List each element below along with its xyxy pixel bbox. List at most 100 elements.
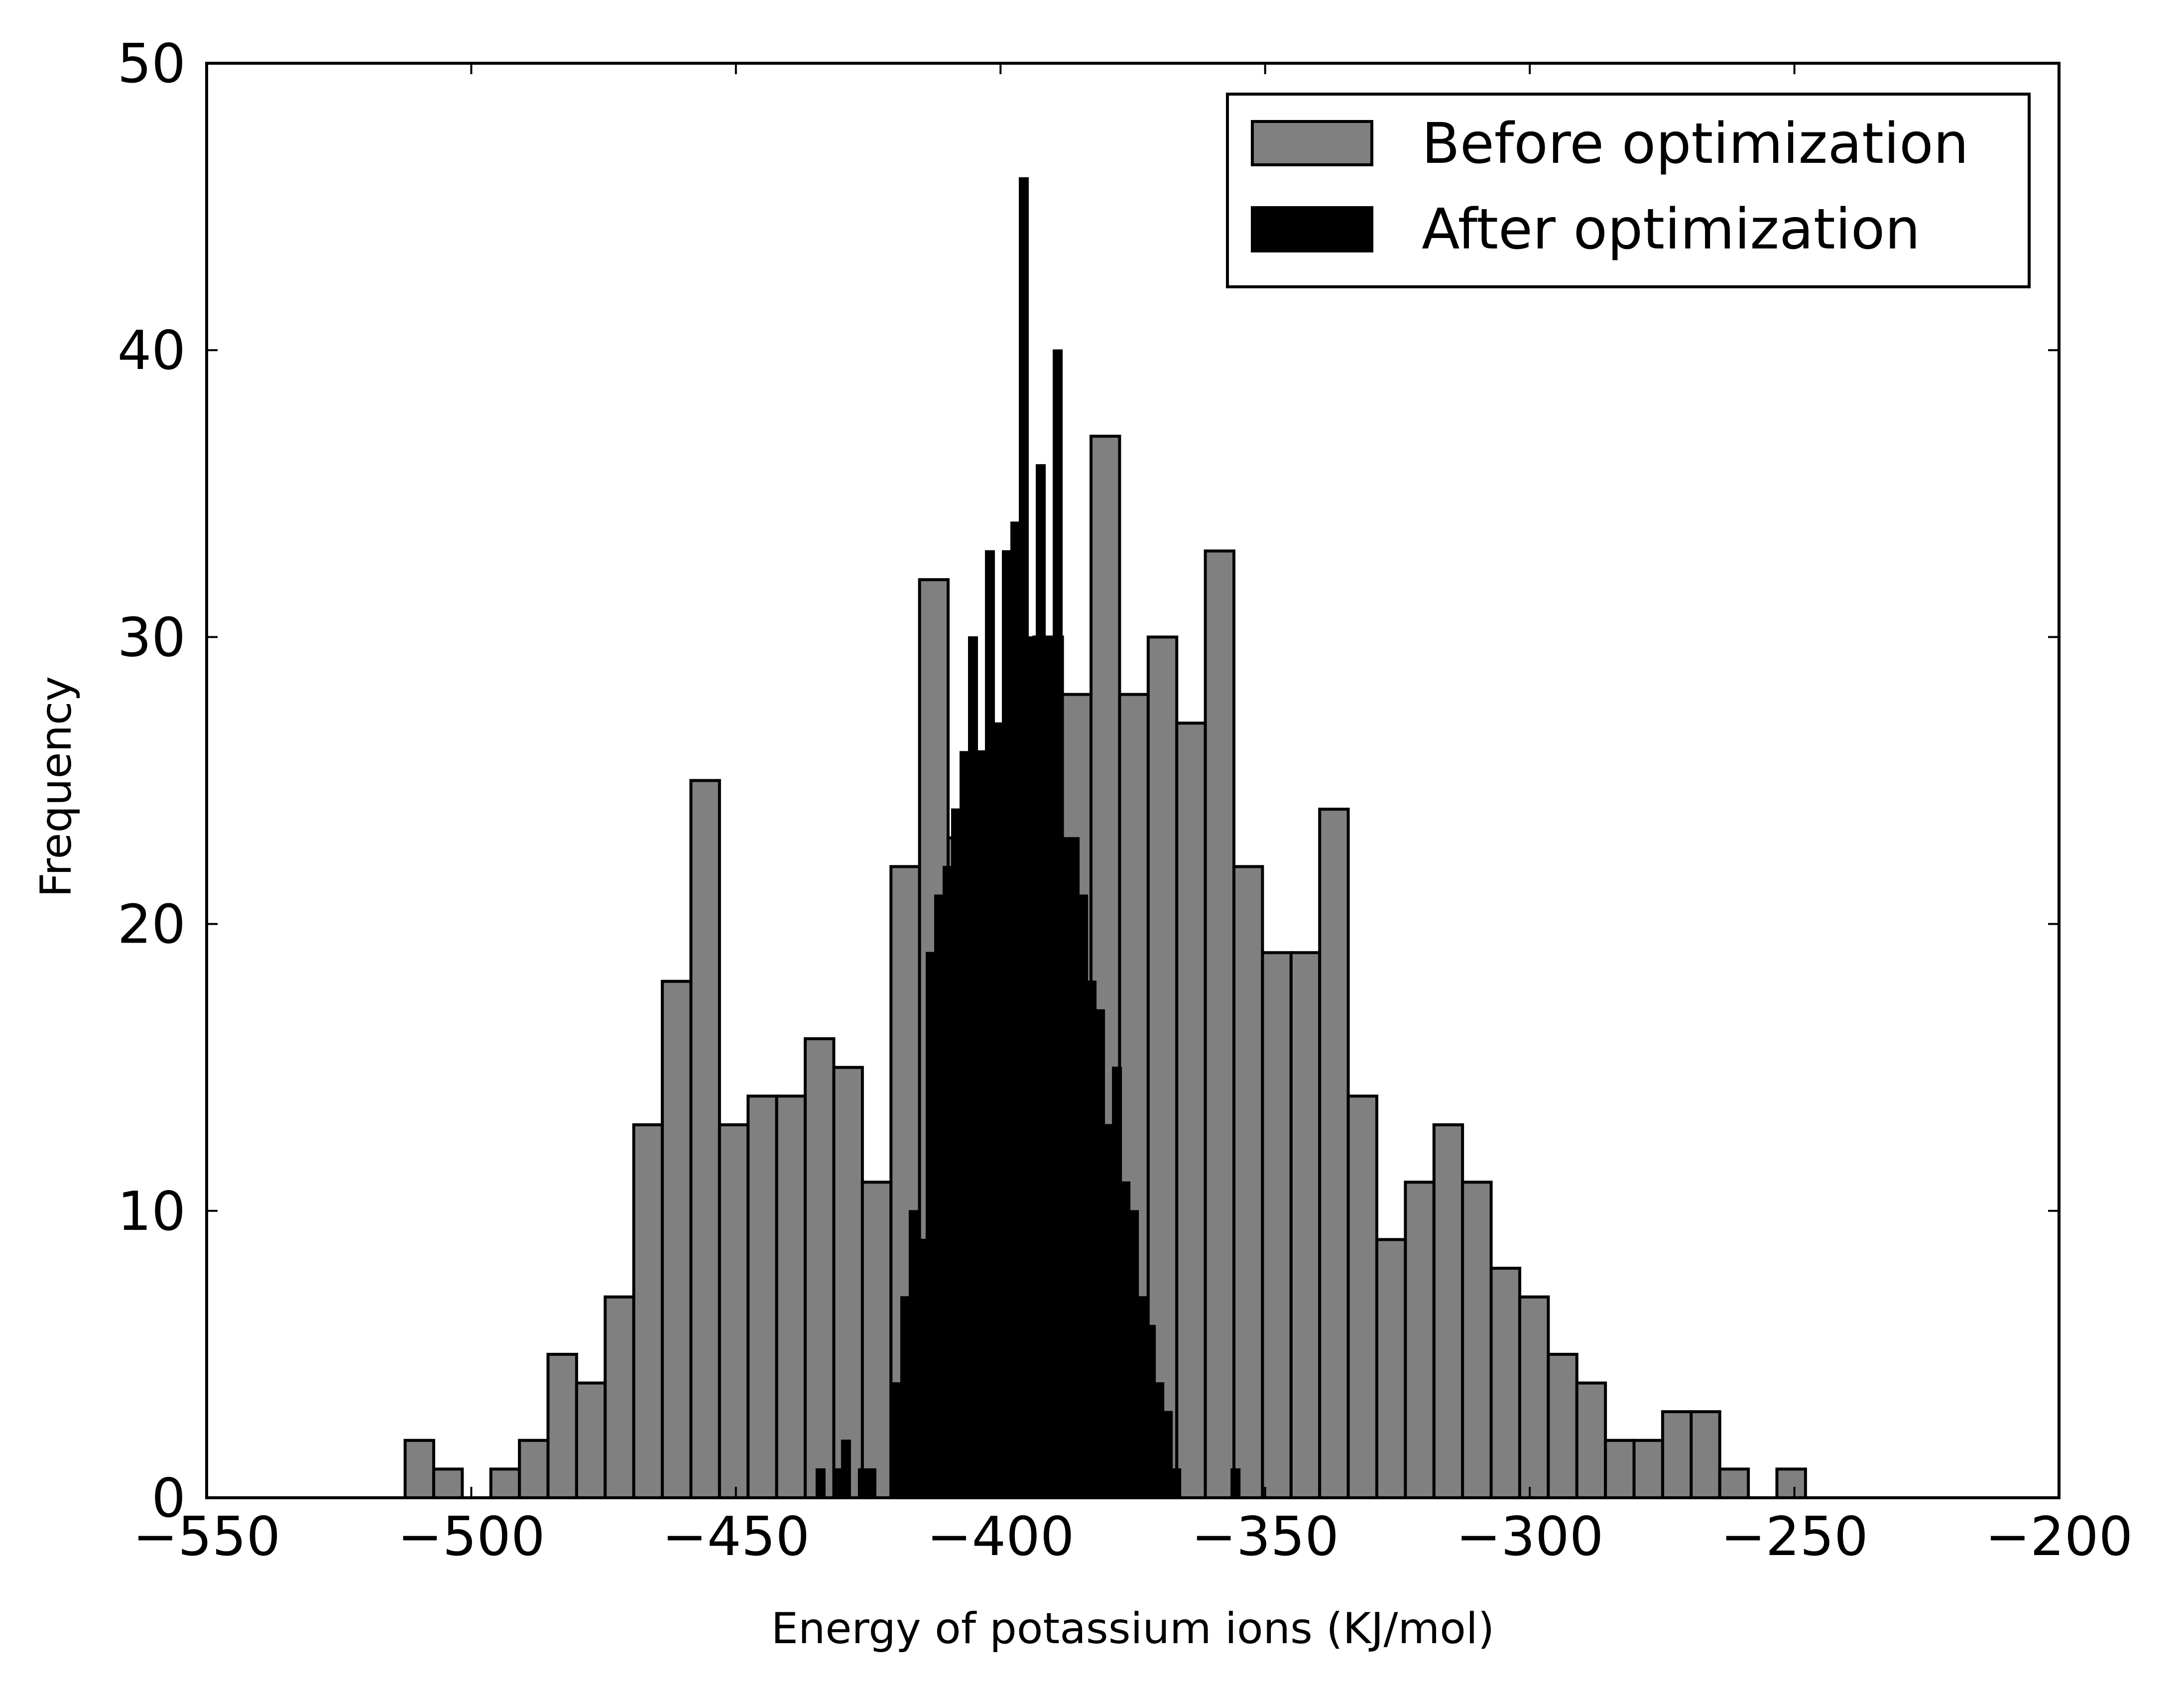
bar-after xyxy=(1103,1124,1114,1499)
bar-after xyxy=(1010,521,1021,1499)
bar-before xyxy=(1518,1295,1550,1499)
bar-before xyxy=(689,779,721,1499)
bar-after xyxy=(1146,1324,1156,1499)
bar-after xyxy=(891,1382,902,1499)
bar-before xyxy=(1775,1467,1807,1499)
bar-after xyxy=(1171,1468,1182,1499)
bar-after xyxy=(942,865,953,1499)
bar-before xyxy=(1489,1267,1521,1500)
bar-before xyxy=(1461,1181,1493,1499)
x-tick-label: −350 xyxy=(1191,1506,1339,1568)
x-tick-label: −550 xyxy=(133,1506,281,1568)
y-axis-tick-labels: 0 10 20 30 40 50 xyxy=(118,33,186,1530)
bar-before xyxy=(1718,1467,1750,1499)
bar-after xyxy=(934,894,944,1499)
bar-before xyxy=(1432,1123,1464,1499)
bar-after xyxy=(993,722,1004,1499)
bar-after xyxy=(1137,1296,1148,1499)
axis-ticks xyxy=(206,62,2060,1499)
plot-area-frame xyxy=(205,62,2061,1499)
x-tick-label: −250 xyxy=(1720,1506,1868,1568)
bar-before xyxy=(1632,1439,1664,1500)
bar-after xyxy=(841,1440,851,1499)
bar-before xyxy=(489,1467,521,1499)
bar-after xyxy=(1019,177,1029,1499)
x-axis-label: Energy of potassium ions (KJ/mol) xyxy=(771,1604,1495,1654)
bar-before xyxy=(860,1181,893,1499)
bar-after xyxy=(951,808,962,1499)
legend-label-before: Before optimization xyxy=(1422,112,1969,176)
bar-before xyxy=(432,1467,464,1499)
bar-before xyxy=(746,1094,778,1500)
bar-before xyxy=(718,1123,750,1499)
x-tick-label: −500 xyxy=(397,1506,545,1568)
bar-after xyxy=(925,952,936,1499)
bar-after xyxy=(1061,837,1072,1499)
bar-after xyxy=(1002,550,1012,1499)
bar-after xyxy=(1112,1067,1122,1499)
bar-after xyxy=(1129,1210,1139,1499)
bar-before xyxy=(518,1439,550,1500)
bar-before xyxy=(1261,951,1293,1499)
bar-before xyxy=(1547,1352,1578,1499)
bar-after xyxy=(976,751,987,1499)
y-tick-label: 0 xyxy=(151,1467,186,1530)
bar-before xyxy=(1661,1410,1693,1499)
bar-after xyxy=(900,1296,910,1499)
bar-after xyxy=(866,1468,876,1499)
bar-before xyxy=(604,1295,635,1499)
bar-before xyxy=(1204,549,1236,1499)
bar-after xyxy=(985,550,995,1499)
bar-before xyxy=(1375,1238,1407,1499)
legend-swatch-before xyxy=(1251,120,1373,166)
x-tick-label: −300 xyxy=(1456,1506,1604,1568)
y-tick-label: 40 xyxy=(118,320,186,382)
y-tick-label: 50 xyxy=(118,33,186,95)
bar-before xyxy=(1175,721,1207,1499)
bar-before xyxy=(1289,951,1322,1499)
bar-after xyxy=(1095,1009,1105,1499)
bar-before xyxy=(1690,1410,1721,1499)
bar-after xyxy=(1120,1181,1131,1499)
y-tick-label: 20 xyxy=(118,894,186,956)
bar-before xyxy=(575,1381,607,1500)
bar-before xyxy=(1404,1181,1436,1499)
bar-before xyxy=(832,1066,864,1499)
bar-before xyxy=(804,1037,836,1500)
bar-after xyxy=(1163,1411,1173,1499)
bar-before xyxy=(632,1123,664,1499)
bar-after xyxy=(908,1210,919,1499)
bar-before xyxy=(775,1094,807,1500)
bar-after xyxy=(815,1468,826,1499)
x-axis-tick-labels: −550 −500 −450 −400 −350 −300 −250 −200 xyxy=(133,1506,2133,1568)
bar-before xyxy=(1575,1381,1607,1500)
series-after-optimization xyxy=(815,177,1241,1499)
bar-after xyxy=(960,751,970,1499)
bar-before xyxy=(1318,808,1350,1499)
bar-before xyxy=(1232,865,1264,1499)
bar-before xyxy=(403,1439,435,1500)
bar-after xyxy=(1053,349,1063,1499)
bar-after xyxy=(1070,837,1080,1499)
bar-after xyxy=(1036,464,1046,1499)
bar-after xyxy=(832,1468,843,1499)
legend-label-after: After optimization xyxy=(1422,197,1920,262)
bar-after xyxy=(1230,1468,1241,1499)
bar-before xyxy=(1604,1439,1636,1500)
x-tick-label: −200 xyxy=(1985,1506,2133,1568)
bar-after xyxy=(1044,636,1055,1499)
y-tick-label: 10 xyxy=(118,1181,186,1243)
bar-after xyxy=(1087,980,1097,1499)
legend: Before optimization After optimization xyxy=(1226,93,2031,288)
legend-swatch-after xyxy=(1251,206,1373,252)
bar-before xyxy=(1346,1094,1378,1500)
bar-before xyxy=(661,979,693,1499)
bar-after xyxy=(857,1468,868,1499)
x-tick-label: −450 xyxy=(662,1506,810,1568)
bar-after xyxy=(1078,894,1089,1499)
x-tick-label: −400 xyxy=(927,1506,1075,1568)
bar-after xyxy=(1027,636,1038,1499)
bar-before xyxy=(546,1352,578,1499)
y-axis-label: Frequency xyxy=(31,676,81,897)
